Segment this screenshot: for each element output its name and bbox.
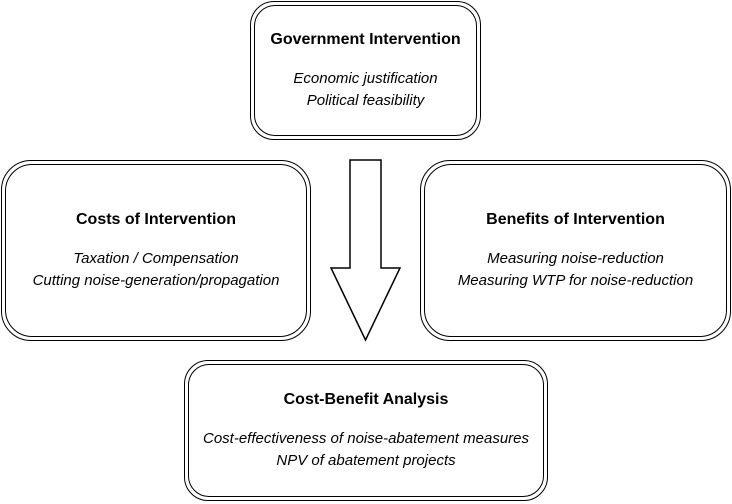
benefits-of-intervention-box: Benefits of Intervention Measuring noise… xyxy=(420,160,731,341)
cost-benefit-analysis-box: Cost-Benefit Analysis Cost-effectiveness… xyxy=(184,360,548,501)
benefits-of-intervention-box-inner: Benefits of Intervention Measuring noise… xyxy=(424,164,727,337)
costs-of-intervention-title: Costs of Intervention xyxy=(75,210,236,228)
costs-of-intervention-line-2: Cutting noise-generation/propagation xyxy=(32,271,280,289)
costs-of-intervention-box: Costs of Intervention Taxation / Compens… xyxy=(1,160,311,341)
cost-benefit-analysis-title: Cost-Benefit Analysis xyxy=(283,390,449,408)
benefits-of-intervention-line-2: Measuring WTP for noise-reduction xyxy=(457,271,694,289)
government-intervention-box: Government Intervention Economic justifi… xyxy=(250,1,481,140)
benefits-of-intervention-line-1: Measuring noise-reduction xyxy=(487,249,664,267)
costs-of-intervention-box-inner: Costs of Intervention Taxation / Compens… xyxy=(5,164,307,337)
cost-benefit-analysis-line-1: Cost-effectiveness of noise-abatement me… xyxy=(203,429,529,447)
down-arrow-shape xyxy=(329,159,402,342)
costs-of-intervention-line-1: Taxation / Compensation xyxy=(73,249,239,267)
cost-benefit-analysis-line-2: NPV of abatement projects xyxy=(276,451,456,469)
government-intervention-line-1: Economic justification xyxy=(293,69,438,87)
cost-benefit-analysis-box-inner: Cost-Benefit Analysis Cost-effectiveness… xyxy=(188,364,544,497)
government-intervention-box-inner: Government Intervention Economic justifi… xyxy=(254,5,477,136)
government-intervention-title: Government Intervention xyxy=(270,30,461,48)
benefits-of-intervention-title: Benefits of Intervention xyxy=(486,210,665,228)
government-intervention-line-2: Political feasibility xyxy=(306,91,425,109)
